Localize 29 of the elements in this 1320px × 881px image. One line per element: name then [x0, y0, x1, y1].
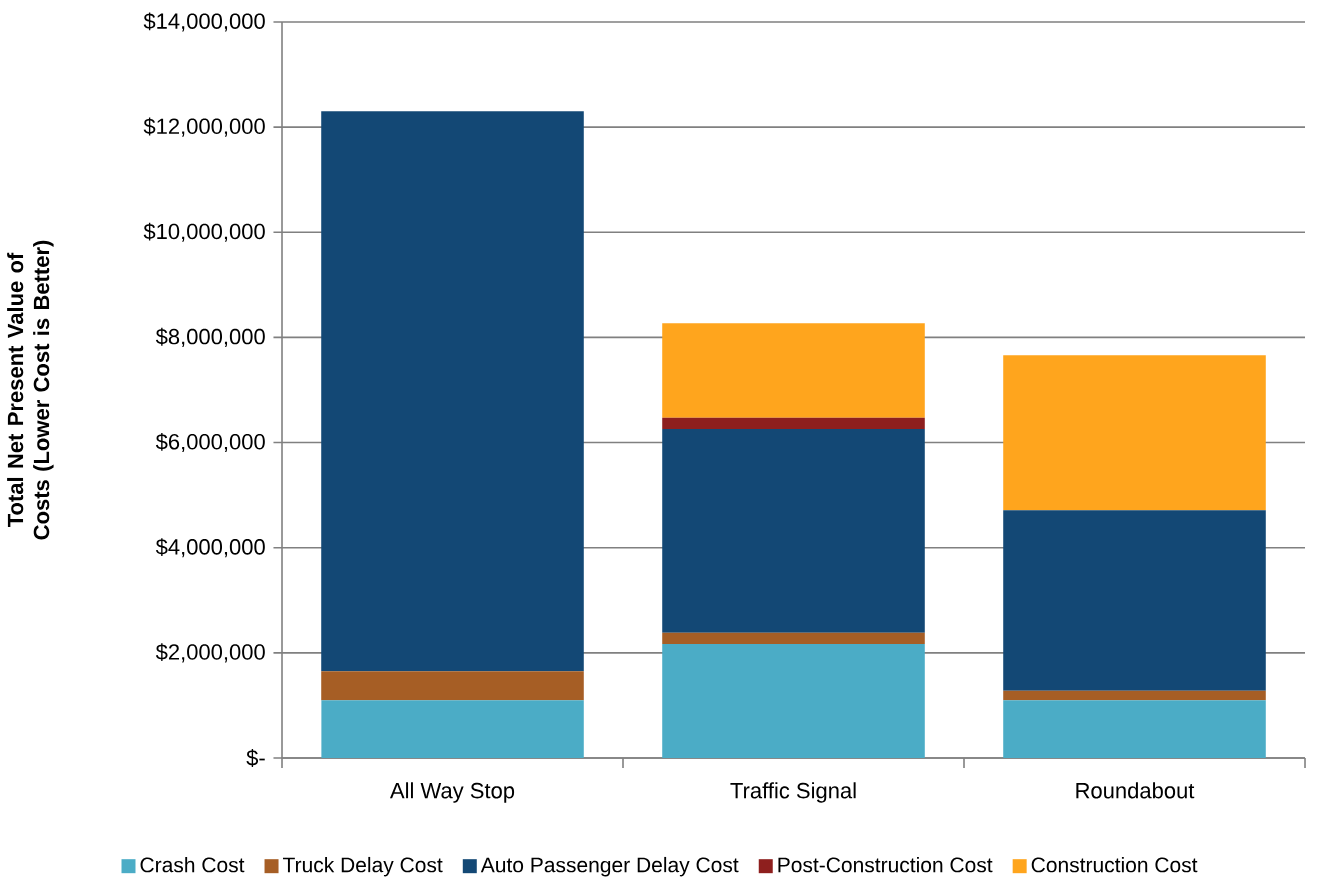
bar — [662, 417, 925, 429]
bar — [321, 111, 584, 672]
bar — [1003, 700, 1266, 758]
legend-label: Auto Passenger Delay Cost — [480, 856, 739, 877]
bar — [662, 632, 925, 644]
y-tick-label: $4,000,000 — [155, 538, 265, 558]
y-tick-label: $8,000,000 — [155, 327, 265, 347]
x-tick-label: All Way Stop — [389, 782, 515, 803]
x-tick-label: Roundabout — [1076, 782, 1195, 799]
y-tick-label: $12,000,000 — [143, 117, 265, 137]
legend-label: Crash Cost — [140, 856, 245, 873]
legend-label: Truck Delay Cost — [283, 856, 443, 877]
y-tick-label: $2,000,000 — [155, 643, 265, 663]
legend-label: Construction Cost — [1031, 856, 1198, 873]
bar — [1003, 690, 1266, 701]
y-tick-label: $14,000,000 — [143, 12, 265, 32]
y-axis-title: Total Net Present Value of Costs (Lower Cost is Better) — [7, 240, 54, 540]
bar — [662, 643, 925, 758]
bar — [662, 428, 925, 633]
y-tick-label: $10,000,000 — [143, 222, 265, 242]
x-tick-label: Traffic Signal — [730, 782, 856, 803]
legend-label: Post-Construction Cost — [778, 856, 993, 873]
bar — [321, 671, 584, 701]
bar — [1003, 510, 1266, 691]
bar — [662, 323, 925, 418]
bar — [321, 700, 584, 758]
y-tick-label: $- — [246, 749, 265, 767]
bar — [1003, 355, 1266, 511]
y-tick-label: $6,000,000 — [155, 433, 265, 453]
